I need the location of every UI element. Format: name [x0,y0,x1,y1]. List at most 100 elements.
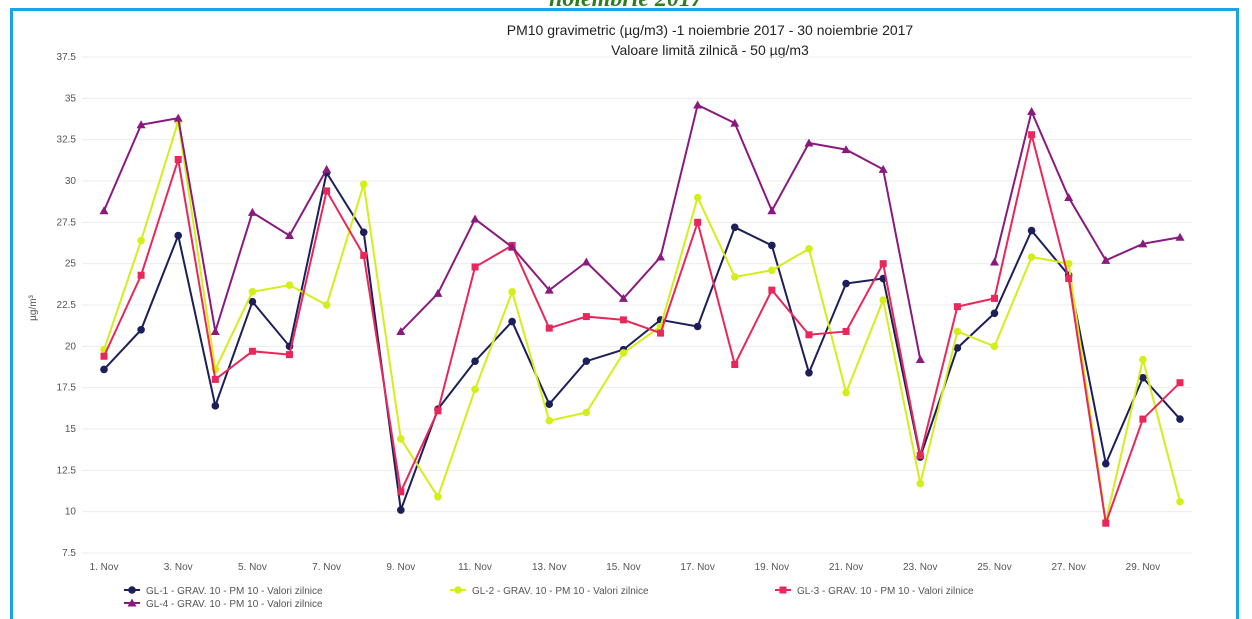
data-point [99,206,109,215]
legend-item[interactable]: GL-2 - GRAV. 10 - PM 10 - Valori zilnice [450,586,649,597]
data-point [1027,107,1037,116]
data-point [1176,497,1184,506]
series-lines [99,100,1185,527]
data-point [841,145,851,154]
series-group [100,168,1184,514]
data-point [768,241,776,250]
y-tick-label: 32.5 [57,135,77,146]
data-point [1101,459,1110,468]
data-point [990,342,999,351]
series-line [103,117,328,332]
data-point [471,357,479,366]
data-point [1027,253,1036,261]
data-point [100,365,108,374]
data-point [137,271,145,279]
legend-item[interactable]: GL-3 - GRAV. 10 - PM 10 - Valori zilnice [775,586,974,597]
data-point [990,309,999,318]
data-point [508,317,516,326]
data-point [248,297,257,306]
data-point [1027,226,1036,235]
y-tick-label: 27.5 [57,217,77,228]
data-point [953,327,962,336]
y-tick-label: 20 [65,341,77,352]
data-point [322,301,331,309]
data-point [285,231,295,240]
data-point [433,288,443,297]
data-point [582,357,591,366]
series-group [100,131,1184,527]
x-tick-label: 1. Nov [90,562,119,573]
data-point [508,287,516,296]
y-tick-label: 17.5 [57,383,77,394]
data-point [1102,519,1110,527]
data-point [804,138,814,147]
legend-item[interactable]: GL-1 - GRAV. 10 - PM 10 - Valori zilnice [124,586,323,597]
data-point [507,242,517,251]
x-tick-label: 15. Nov [606,562,640,573]
data-point [805,244,813,253]
data-point [248,347,256,355]
x-tick-label: 23. Nov [903,562,937,573]
data-point [619,316,627,324]
y-tick-label: 12.5 [57,465,77,476]
x-tick-label: 3. Nov [164,562,193,573]
x-tick-label: 29. Nov [1126,562,1160,573]
data-point [879,260,887,268]
data-point [454,586,462,594]
data-point [694,218,702,226]
data-point [544,285,554,294]
x-tick-label: 9. Nov [386,562,415,573]
data-point [916,479,925,488]
data-point [1028,131,1036,139]
data-point [1064,259,1073,268]
x-tick-label: 11. Nov [458,562,492,573]
data-point [582,313,590,321]
data-point [211,402,220,410]
y-tick-label: 22.5 [57,300,77,311]
data-point [1176,415,1184,423]
legend-label: GL-1 - GRAV. 10 - PM 10 - Valori zilnice [146,586,323,597]
y-axis-ticks: 7.5 10 12.5 15 17.5 20 22.5 25 27.5 30 32.5 35 37.5 [57,52,77,559]
data-point [657,329,665,337]
data-point [136,120,146,129]
data-point [1139,355,1147,364]
data-point [730,118,740,127]
data-point [768,286,776,294]
data-point [210,326,220,335]
series-line [103,121,1181,522]
data-point [359,180,368,189]
data-point [360,251,368,259]
data-point [471,263,479,271]
data-point [137,326,145,334]
y-tick-label: 37.5 [57,52,77,63]
data-point [471,385,479,394]
x-tick-label: 17. Nov [680,562,714,573]
data-point [248,287,257,296]
series-line [993,108,1181,263]
x-tick-label: 13. Nov [532,562,566,573]
data-point [1065,275,1073,283]
data-point [1138,239,1148,248]
data-point [174,231,183,240]
data-point [730,223,739,232]
y-tick-label: 25 [65,259,77,270]
series-group [99,100,1185,364]
data-point [730,273,739,281]
data-point [247,207,257,216]
legend-item[interactable]: GL-4 - GRAV. 10 - PM 10 - Valori zilnice [124,598,323,611]
legend-label: GL-3 - GRAV. 10 - PM 10 - Valori zilnice [797,586,974,597]
data-point [842,388,850,397]
x-tick-label: 19. Nov [755,562,789,573]
chart-frame [10,8,1239,619]
y-tick-label: 10 [65,507,77,518]
legend[interactable]: GL-1 - GRAV. 10 - PM 10 - Valori zilnice… [124,586,974,610]
data-point [805,331,813,339]
x-axis-ticks: 1. Nov 3. Nov 5. Nov 7. Nov 9. Nov 11. Nov 13.… [90,562,1161,573]
data-point [916,451,924,459]
x-tick-label: 25. Nov [977,562,1011,573]
data-point [1139,373,1147,382]
x-tick-label: 5. Nov [238,562,267,573]
data-point [581,257,591,266]
data-point [174,156,182,164]
